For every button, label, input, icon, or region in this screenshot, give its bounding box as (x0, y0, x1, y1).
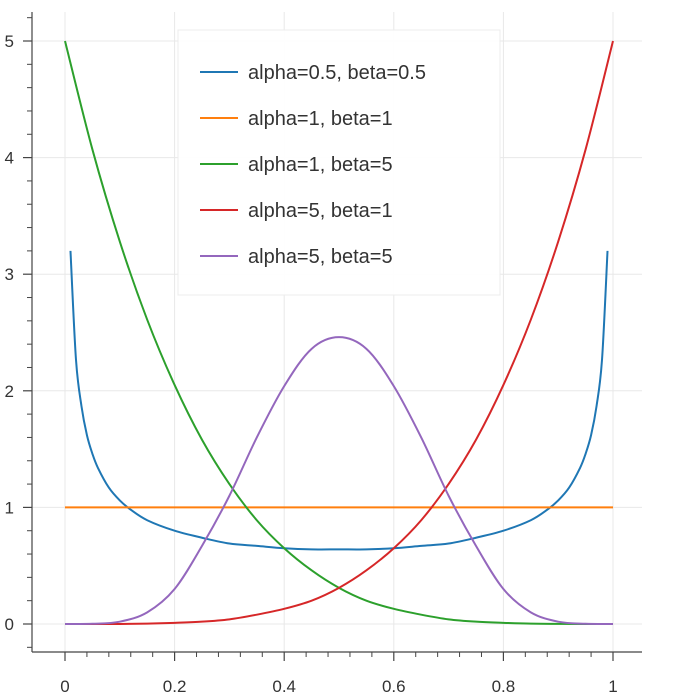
series-line-1 (69, 250, 609, 551)
x-tick-label: 0.4 (272, 677, 296, 696)
y-tick-label: 2 (5, 382, 14, 401)
axes (31, 12, 642, 653)
y-tick-label: 1 (5, 498, 14, 517)
legend: alpha=0.5, beta=0.5 alpha=1, beta=1 alpha=… (177, 29, 501, 296)
x-tick-label: 0.6 (382, 677, 406, 696)
legend-label-5: alpha=5, beta=5 (248, 246, 393, 268)
x-tick-label: 0 (60, 677, 69, 696)
legend-label-1: alpha=0.5, beta=0.5 (248, 62, 426, 84)
y-tick-label: 5 (5, 32, 14, 51)
legend-label-3: alpha=1, beta=5 (248, 154, 393, 176)
y-tick-label: 4 (5, 149, 14, 168)
series-line-3 (64, 40, 614, 626)
y-tick-label: 3 (5, 265, 14, 284)
series-lines (64, 40, 614, 626)
x-tick-label: 0.2 (163, 677, 187, 696)
series-line-5 (64, 336, 614, 626)
legend-box (177, 29, 501, 296)
series-line-4 (64, 40, 614, 626)
x-tick-label: 1 (608, 677, 617, 696)
legend-label-2: alpha=1, beta=1 (248, 108, 393, 130)
x-tick-label: 0.8 (492, 677, 516, 696)
ticks: 0 0.2 0.4 0.6 0.8 1 0 1 2 3 4 5 (5, 17, 618, 696)
legend-label-4: alpha=5, beta=1 (248, 200, 393, 222)
y-tick-label: 0 (5, 615, 14, 634)
